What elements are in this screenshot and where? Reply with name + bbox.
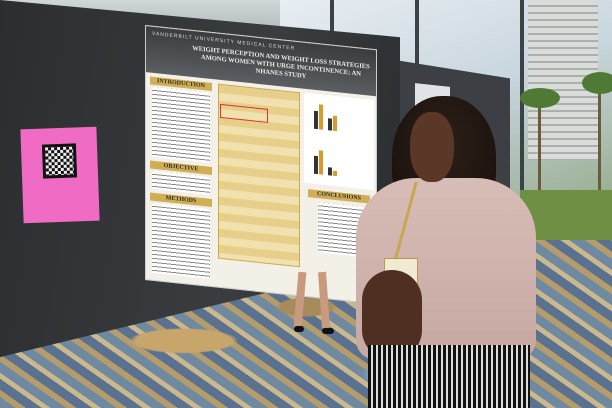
bystander-legs [293,271,338,336]
qr-note-text [27,133,91,140]
methods-text [152,202,210,279]
introduction-text [152,86,210,163]
objective-text [152,170,210,195]
chart-bar [328,167,332,176]
palm-fronds [582,72,612,94]
chart-bar [314,155,318,175]
qr-code-sign [20,126,100,224]
chart-bar [319,104,323,130]
chart-bar [314,110,318,130]
chart-bar [319,150,323,175]
woman-face [410,112,454,182]
chart [312,104,342,132]
chart-bar [333,115,337,132]
chart-bar [328,118,332,131]
chart-bar [333,170,337,177]
palm-fronds [520,88,560,108]
palm-tree [538,100,541,220]
qr-code-icon[interactable] [41,143,78,179]
palm-tree [598,85,601,235]
woman-plaid-skirt [368,345,530,408]
research-poster: VANDERBILT UNIVERSITY MEDICAL CENTER WEI… [145,25,377,305]
window-frame [520,0,524,280]
bar-charts [304,92,374,191]
chart [312,149,342,177]
